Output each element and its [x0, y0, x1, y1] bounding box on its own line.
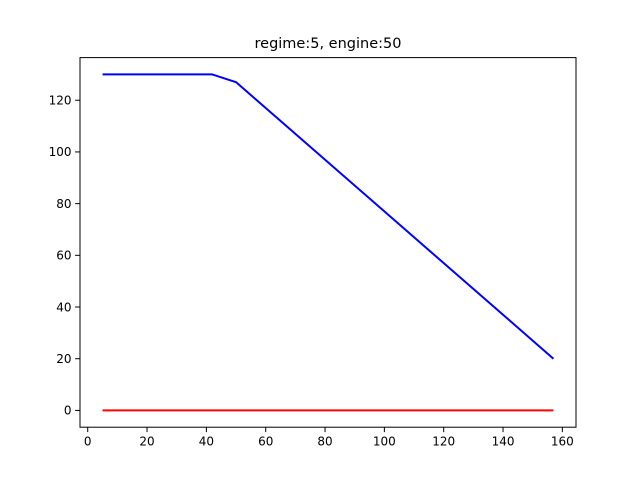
- x-tick-label: 20: [139, 435, 154, 449]
- y-tick-label: 40: [56, 300, 71, 314]
- y-tick-label: 0: [64, 404, 72, 418]
- series-line-1: [102, 73, 555, 360]
- series-layer: [102, 73, 555, 412]
- y-axis: 0 20 40 60 80 100 120: [49, 94, 80, 418]
- y-tick-label: 80: [56, 197, 71, 211]
- x-tick-label: 140: [492, 435, 515, 449]
- y-tick-label: 60: [56, 249, 71, 263]
- x-tick-label: 100: [373, 435, 396, 449]
- x-tick-label: 120: [432, 435, 455, 449]
- x-tick-label: 60: [258, 435, 273, 449]
- axes-frame: [79, 57, 577, 428]
- y-tick-label: 20: [56, 352, 71, 366]
- x-tick-label: 160: [551, 435, 574, 449]
- y-tick-label: 100: [49, 145, 72, 159]
- x-tick-label: 40: [199, 435, 214, 449]
- x-axis: 0 20 40 60 80 100 120 140 160: [84, 427, 574, 449]
- y-tick-label: 120: [49, 94, 72, 108]
- x-tick-label: 0: [84, 435, 92, 449]
- chart-title: regime:5, engine:50: [255, 36, 402, 52]
- x-tick-label: 80: [317, 435, 332, 449]
